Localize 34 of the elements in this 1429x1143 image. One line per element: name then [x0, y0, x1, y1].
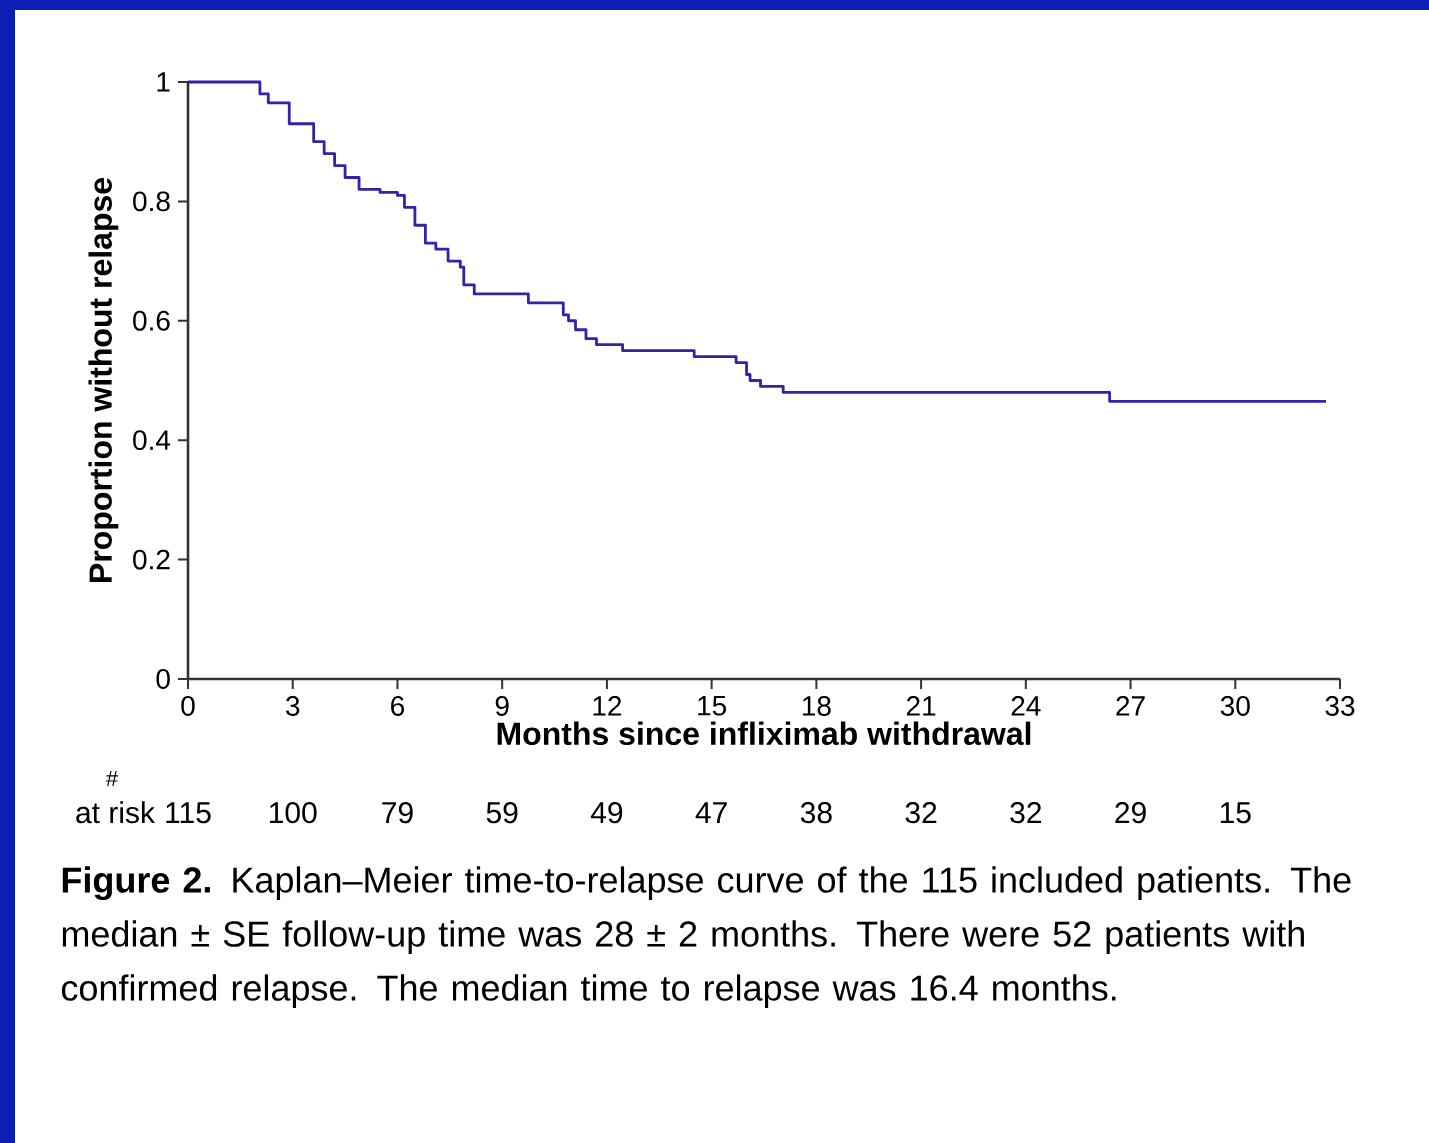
x-tick-label: 18 [802, 696, 831, 716]
y-tick-label: 0.8 [133, 191, 170, 212]
x-tick-label: 12 [593, 696, 622, 716]
y-tick-label: 0 [156, 669, 170, 689]
text: 38 [800, 802, 832, 824]
text: 59 [486, 802, 518, 824]
x-tick-label: 24 [1011, 696, 1041, 716]
x-tick-label: 33 [1325, 696, 1355, 716]
text: 100 [269, 802, 317, 824]
text: 115 [166, 802, 211, 824]
text: 47 [695, 802, 727, 823]
text: 32 [905, 802, 937, 824]
x-tick-label: 15 [698, 696, 727, 716]
x-axis-title: Months since infliximab withdrawal [497, 721, 1031, 746]
text: 15 [1220, 802, 1251, 824]
x-tick-label: 21 [906, 696, 936, 716]
y-tick-label: 1 [157, 72, 170, 92]
text: # [105, 770, 118, 786]
x-tick-label: 9 [495, 696, 509, 716]
text: 32 [1010, 802, 1041, 824]
y-tick-label: 0.6 [133, 310, 170, 331]
x-tick-label: 0 [181, 696, 195, 716]
y-axis-title: Proportion without relapse [88, 178, 119, 582]
text: 29 [1115, 802, 1146, 824]
x-tick-label: 30 [1220, 696, 1250, 716]
x-tick-label: 27 [1116, 696, 1145, 716]
text: 79 [382, 802, 413, 824]
x-tick-label: 3 [286, 696, 300, 716]
text: at risk [76, 801, 155, 824]
y-tick-label: 0.4 [133, 430, 171, 451]
text: Figure 2. Kaplan–Meier time-to-relapse curve of the 115 included patients. The median ± SE follow-up time was 28 ± 2 months. There were 52 patients with confirmed relapse. The median time to relapse was 16.4 months. [61, 866, 1351, 1008]
text: 49 [590, 802, 623, 824]
y-tick-label: 0.2 [133, 549, 170, 570]
x-tick-label: 6 [391, 696, 405, 716]
